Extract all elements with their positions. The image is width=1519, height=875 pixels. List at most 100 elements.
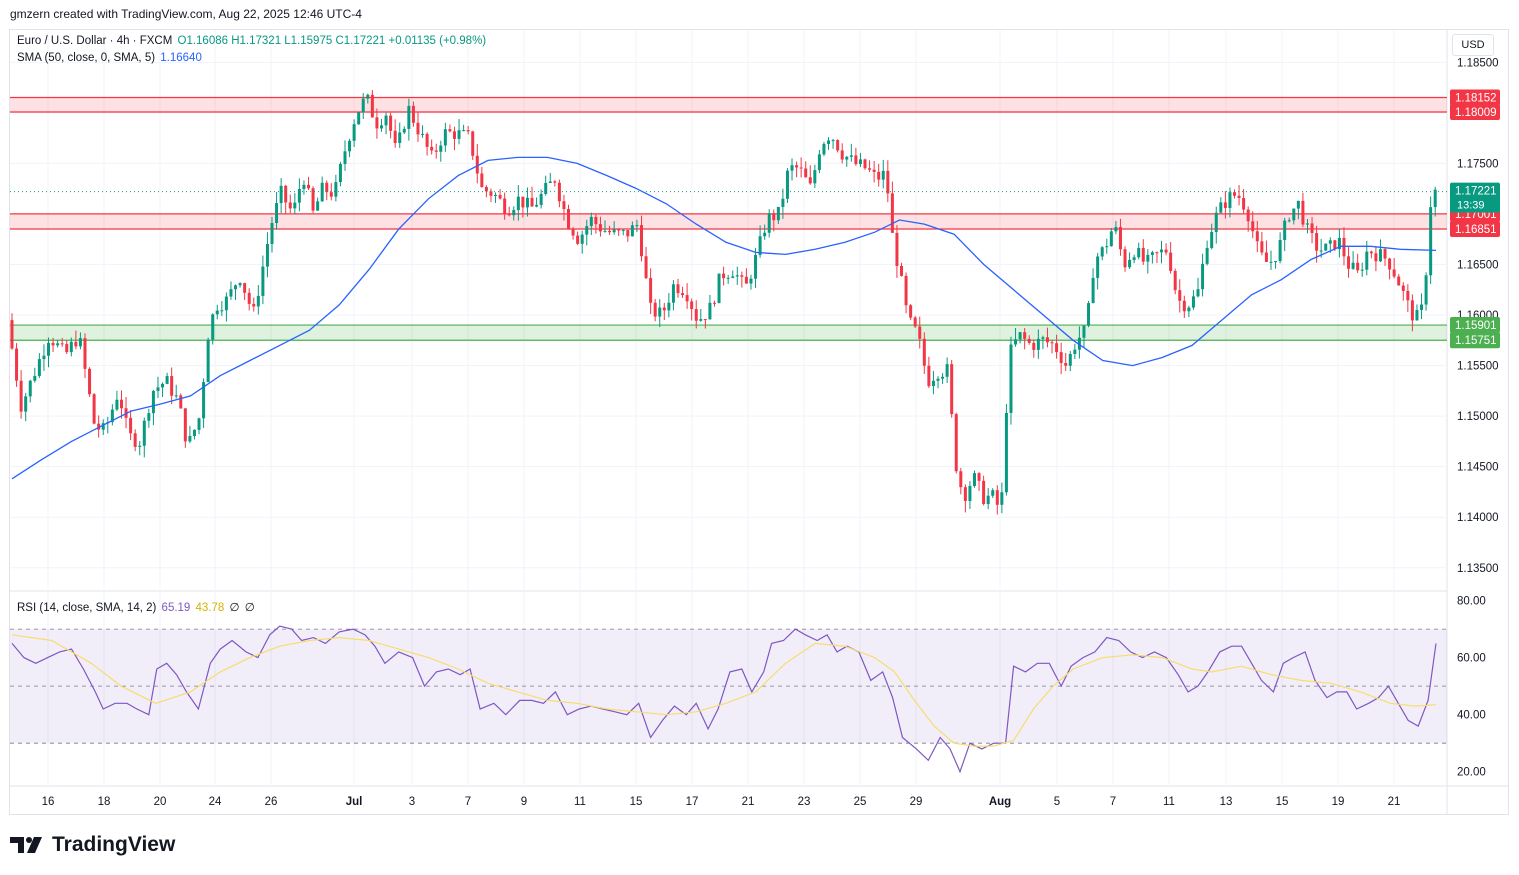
candle-body — [927, 365, 931, 387]
candle-body — [776, 206, 780, 221]
candle-body — [872, 169, 876, 172]
candle-body — [1214, 212, 1218, 233]
candle-body — [19, 380, 23, 412]
candle-body — [439, 145, 443, 152]
candle-body — [571, 228, 575, 236]
time-tick-label: 19 — [1332, 796, 1345, 808]
candle-body — [1378, 249, 1382, 262]
candle-body — [1287, 220, 1291, 222]
candle-body — [849, 155, 853, 157]
candle-body — [97, 423, 101, 430]
currency-button[interactable]: USD — [1452, 34, 1494, 56]
candle-body — [1155, 252, 1159, 254]
candle-body — [635, 225, 639, 227]
candle-body — [1246, 209, 1250, 222]
tradingview-brand[interactable]: TradingView — [10, 833, 175, 857]
candle-body — [708, 302, 712, 320]
candle-body — [1315, 233, 1319, 251]
candle-body — [941, 376, 945, 379]
candle-body — [425, 133, 429, 147]
symbol-title[interactable]: Euro / U.S. Dollar · 4h · FXCM — [17, 35, 173, 47]
candle-body — [576, 235, 580, 244]
sma-legend[interactable]: SMA (50, close, 0, SMA, 5) 1.16640 — [17, 52, 202, 64]
candle-body — [65, 344, 69, 353]
candle-body — [881, 170, 885, 180]
candle-body — [827, 140, 831, 144]
candle-body — [69, 341, 73, 353]
candle-body — [1114, 227, 1118, 232]
candle-body — [1242, 197, 1246, 210]
candle-body — [1429, 207, 1433, 276]
candle-body — [521, 196, 525, 208]
price-tick-label: 1.16500 — [1457, 260, 1499, 272]
time-tick-label: 11 — [574, 796, 586, 808]
time-tick-label: 3 — [409, 796, 415, 808]
candle-body — [608, 230, 612, 233]
candle-body — [653, 302, 657, 317]
rsi-sma-value: 43.78 — [195, 602, 225, 614]
candle-body — [630, 225, 634, 237]
candle-body — [402, 128, 406, 133]
candle-body — [1004, 412, 1008, 493]
rsi-tick-label: 20.00 — [1457, 767, 1486, 779]
candle-body — [83, 338, 87, 369]
candle-body — [215, 310, 219, 315]
candle-body — [1406, 290, 1410, 301]
candle-body — [1123, 249, 1127, 268]
candle-body — [480, 173, 484, 188]
candle-body — [28, 380, 32, 397]
candle-body — [1137, 247, 1141, 258]
candle-body — [959, 471, 963, 488]
candle-body — [74, 341, 78, 347]
candle-body — [302, 184, 306, 189]
zone-price-label: 1.18009 — [1455, 107, 1497, 119]
candle-body — [1096, 256, 1100, 278]
candle-body — [1082, 325, 1086, 338]
candle-body — [1324, 243, 1328, 251]
resistance-zone — [10, 97, 1447, 112]
candle-body — [1009, 344, 1013, 413]
candle-body — [88, 368, 92, 395]
candle-body — [229, 289, 233, 297]
price-tick-label: 1.17500 — [1457, 158, 1499, 170]
candle-body — [804, 168, 808, 178]
candle-body — [297, 188, 301, 203]
candle-body — [982, 480, 986, 504]
candle-body — [1150, 252, 1154, 255]
candle-body — [1356, 262, 1360, 271]
price-tick-label: 1.14500 — [1457, 462, 1499, 474]
candle-body — [936, 378, 940, 381]
candle-body — [822, 143, 826, 155]
candle-body — [667, 302, 671, 311]
rsi-extra-1: ∅ — [229, 602, 240, 614]
time-tick-label: 25 — [854, 796, 867, 808]
rsi-legend[interactable]: RSI (14, close, SMA, 14, 2) 65.19 43.78 … — [17, 600, 255, 614]
candle-body — [612, 229, 616, 233]
candle-body — [845, 156, 849, 160]
candle-body — [357, 112, 361, 125]
rsi-band — [10, 629, 1447, 744]
candle-body — [293, 202, 297, 209]
time-tick-label: Jul — [346, 796, 363, 808]
candle-body — [265, 243, 269, 267]
candle-body — [1401, 285, 1405, 291]
candle-body — [1032, 342, 1036, 350]
candle-body — [33, 375, 37, 381]
candle-body — [1319, 250, 1323, 252]
candle-body — [343, 151, 347, 164]
candle-body — [913, 317, 917, 327]
candle-body — [535, 204, 539, 207]
candle-body — [854, 155, 858, 165]
candle-body — [1305, 223, 1309, 225]
candle-body — [247, 292, 251, 304]
candle-body — [744, 276, 748, 284]
candle-body — [662, 307, 666, 311]
candle-body — [348, 140, 352, 152]
candle-body — [1036, 338, 1040, 350]
candle-body — [407, 105, 411, 129]
time-tick-label: 11 — [1163, 796, 1175, 808]
candle-body — [389, 115, 393, 131]
candle-body — [338, 163, 342, 183]
candle-body — [243, 283, 247, 293]
